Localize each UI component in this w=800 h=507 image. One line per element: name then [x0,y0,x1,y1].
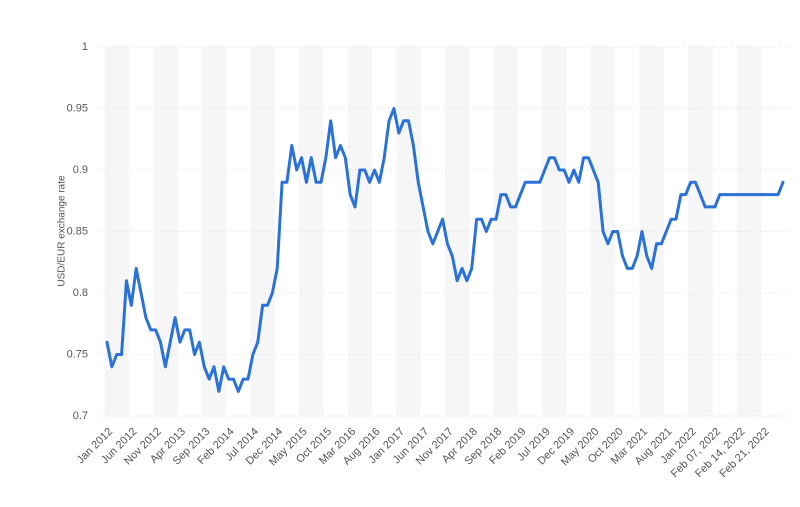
y-axis-label: USD/EUR exchange rate [57,175,68,287]
y-tick-label: 0.85 [67,225,88,237]
y-tick-label: 0.8 [73,287,88,299]
background-band [347,47,373,416]
background-band [104,47,129,416]
y-tick-label: 0.9 [73,164,88,176]
y-tick-label: 0.95 [67,102,88,114]
y-tick-label: 0.7 [73,410,88,422]
data-line [105,107,785,393]
y-tick-label: 0.75 [67,348,88,360]
y-tick-label: 1 [82,41,88,53]
